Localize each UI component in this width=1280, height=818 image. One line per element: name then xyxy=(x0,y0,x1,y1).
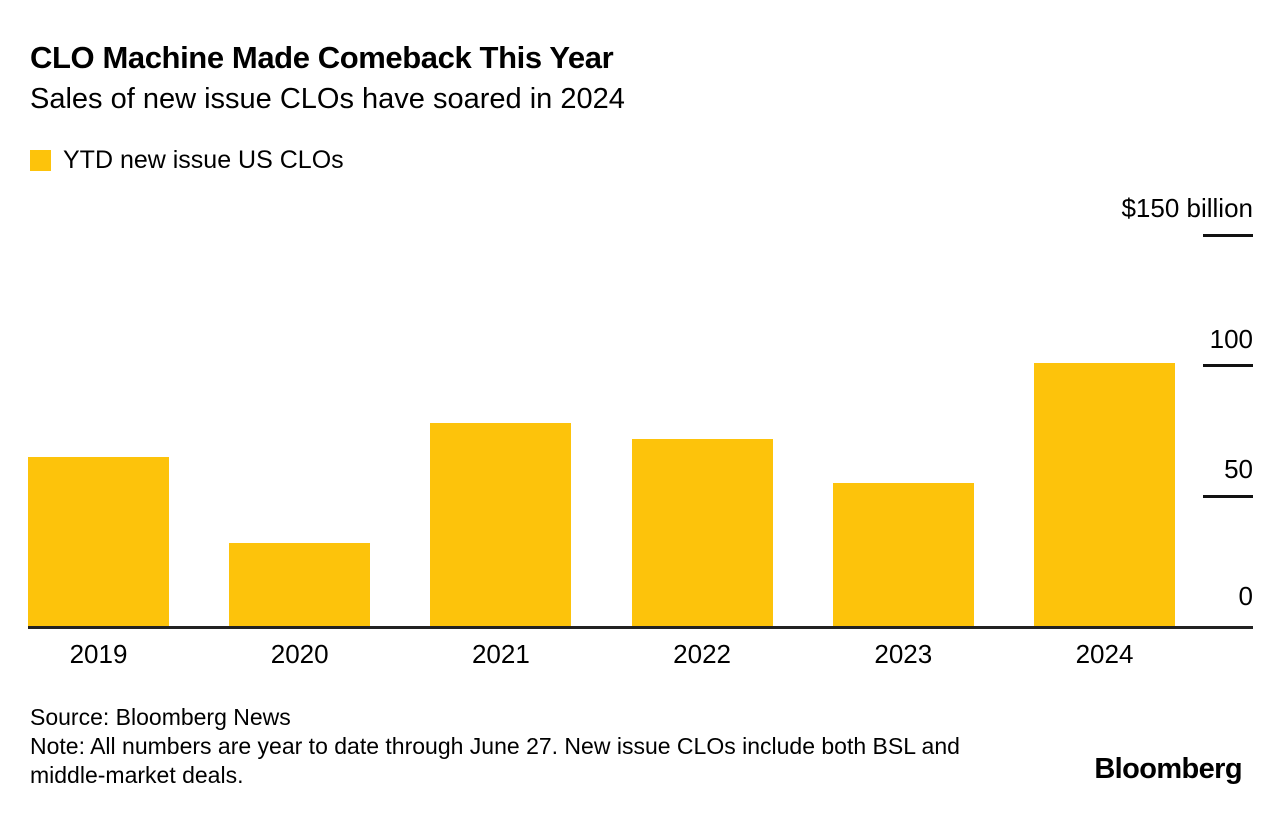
x-axis-label-2019: 2019 xyxy=(69,639,128,669)
x-axis-label-2022: 2022 xyxy=(673,639,732,669)
y-axis-tick-100 xyxy=(1203,364,1253,368)
y-axis-tick-50 xyxy=(1203,494,1253,498)
x-axis-label-2024: 2024 xyxy=(1075,639,1134,669)
y-axis-tick-150 xyxy=(1203,233,1253,237)
source-text: Source: Bloomberg News xyxy=(30,704,291,730)
y-axis-label-0: 0 xyxy=(1238,581,1253,611)
bloomberg-logo: Bloomberg xyxy=(1094,753,1242,785)
bar-2020 xyxy=(229,543,371,627)
y-axis-label-50: 50 xyxy=(1224,454,1253,485)
legend-swatch-icon xyxy=(30,150,51,171)
bar-2019 xyxy=(28,457,169,627)
bar-2024 xyxy=(1034,363,1175,627)
x-axis-label-2021: 2021 xyxy=(471,639,530,669)
chart-footer: Source: Bloomberg News Note: All numbers… xyxy=(30,703,1035,790)
bar-2021 xyxy=(430,423,572,627)
chart-subtitle: Sales of new issue CLOs have soared in 2… xyxy=(30,83,625,115)
bar-2023 xyxy=(832,483,974,627)
chart-title: CLO Machine Made Comeback This Year xyxy=(30,40,614,75)
x-axis-label-2020: 2020 xyxy=(270,639,329,669)
note-text: Note: All numbers are year to date throu… xyxy=(30,733,960,788)
y-axis-label-150: $150 billion xyxy=(1121,193,1253,223)
legend-label: YTD new issue US CLOs xyxy=(63,146,344,174)
x-axis-label-2023: 2023 xyxy=(874,639,933,669)
x-axis-line xyxy=(28,626,1253,629)
y-axis-label-100: 100 xyxy=(1209,323,1253,354)
legend: YTD new issue US CLOs xyxy=(30,148,344,173)
bar-2022 xyxy=(631,438,773,627)
